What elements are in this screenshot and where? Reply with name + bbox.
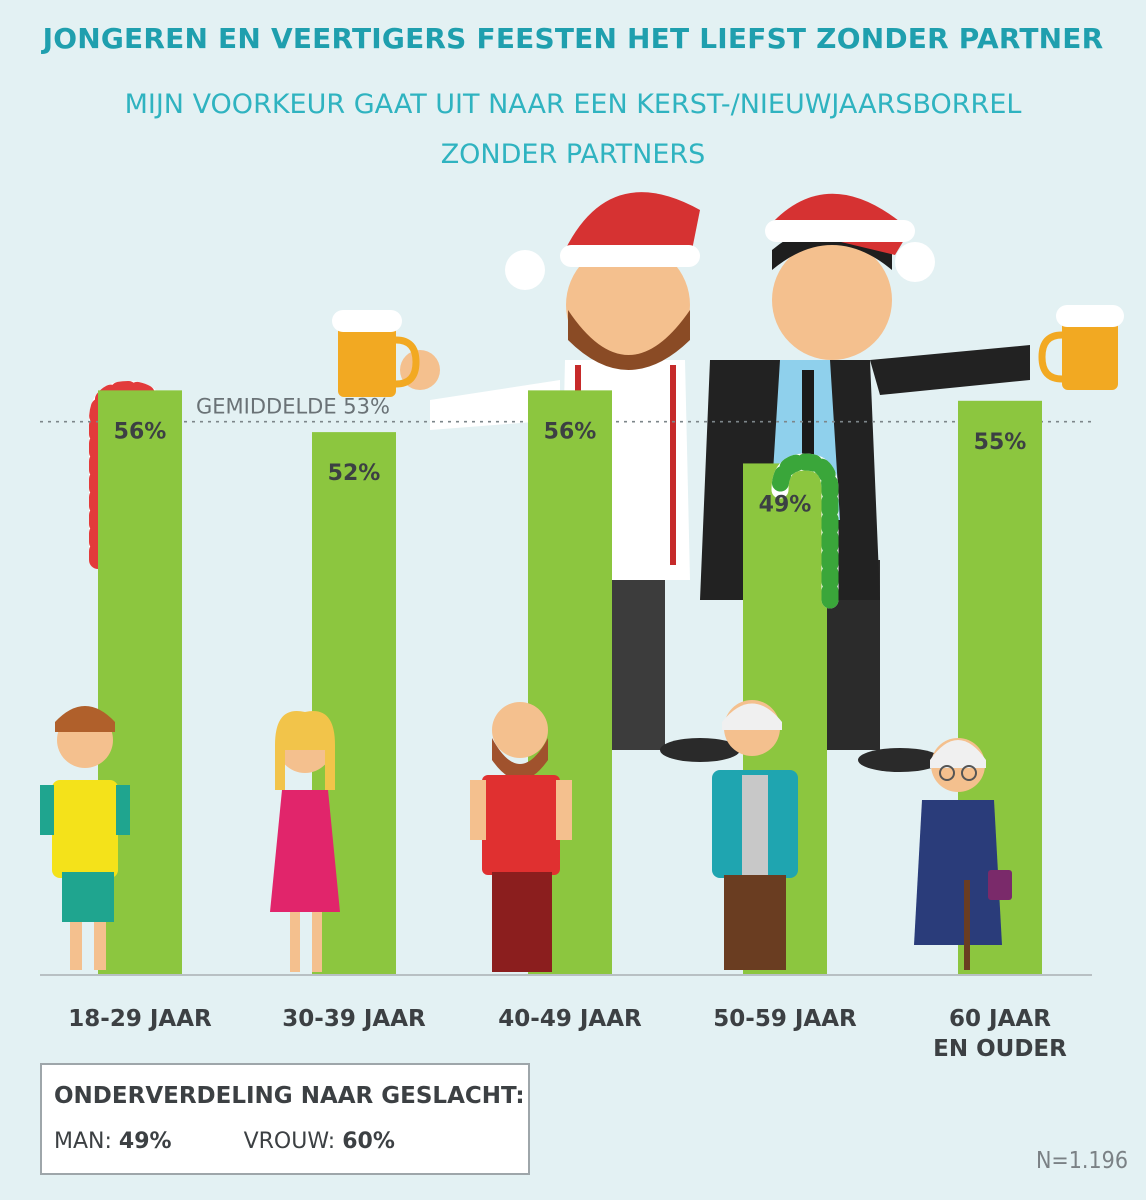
category-label-3: 40-49 JAAR	[498, 1006, 642, 1032]
gender-breakdown-box: ONDERVERDELING NAAR GESLACHT: MAN: 49% V…	[40, 1063, 530, 1175]
foreground-illustrations	[40, 453, 1012, 972]
average-line: GEMIDDELDE 53%	[40, 395, 1092, 423]
value-label-5: 55%	[974, 430, 1027, 455]
value-label-2: 52%	[328, 461, 381, 486]
category-label-5-line-2: EN OUDER	[933, 1036, 1067, 1060]
candy-cane-green	[771, 453, 839, 609]
person-figure	[40, 706, 130, 970]
subtitle-line-1: MIJN VOORKEUR GAAT UIT NAAR EEN KERST-/N…	[124, 89, 1022, 120]
category-label-2: 30-39 JAAR	[282, 1006, 426, 1032]
person-figure	[914, 738, 1012, 970]
chart-title: JONGEREN EN VEERTIGERS FEESTEN HET LIEFS…	[42, 22, 1104, 55]
beer-mug-icon	[1038, 305, 1124, 390]
gender-breakdown-values: MAN: 49% VROUW: 60%	[54, 1129, 395, 1154]
person-figure	[270, 710, 340, 972]
value-label-3: 56%	[544, 419, 597, 444]
santa-hat-icon	[505, 192, 700, 290]
chart-subtitle: MIJN VOORKEUR GAAT UIT NAAR EEN KERST-/N…	[0, 80, 1146, 180]
category-label-4: 50-59 JAAR	[713, 1006, 857, 1032]
bars-layer	[98, 390, 1042, 975]
category-label-1: 18-29 JAAR	[68, 1006, 212, 1032]
labels-layer: 56% 18-29 JAAR 52% 30-39 JAAR 56% 40-49 JAAR 4…	[68, 419, 1067, 1060]
category-label-5-line-1: 60 JAAR	[949, 1006, 1051, 1032]
person-figure	[712, 700, 798, 970]
value-label-1: 56%	[114, 419, 167, 444]
bar-chart: GEMIDDELDE 53%	[40, 192, 1124, 1060]
santa-hat-icon	[765, 193, 935, 282]
subtitle-line-2: ZONDER PARTNERS	[440, 139, 706, 170]
vrouw-value: 60%	[342, 1129, 395, 1154]
gender-breakdown-title: ONDERVERDELING NAAR GESLACHT:	[54, 1083, 525, 1109]
man-value: 49%	[118, 1129, 172, 1154]
beer-mug-icon	[332, 310, 420, 397]
average-label: GEMIDDELDE 53%	[196, 395, 390, 419]
person-figure	[470, 702, 572, 972]
value-label-4: 49%	[759, 492, 812, 517]
vrouw-label: VROUW:	[243, 1129, 336, 1154]
man-label: MAN:	[54, 1129, 112, 1154]
sample-size: N=1.196	[1035, 1148, 1128, 1174]
